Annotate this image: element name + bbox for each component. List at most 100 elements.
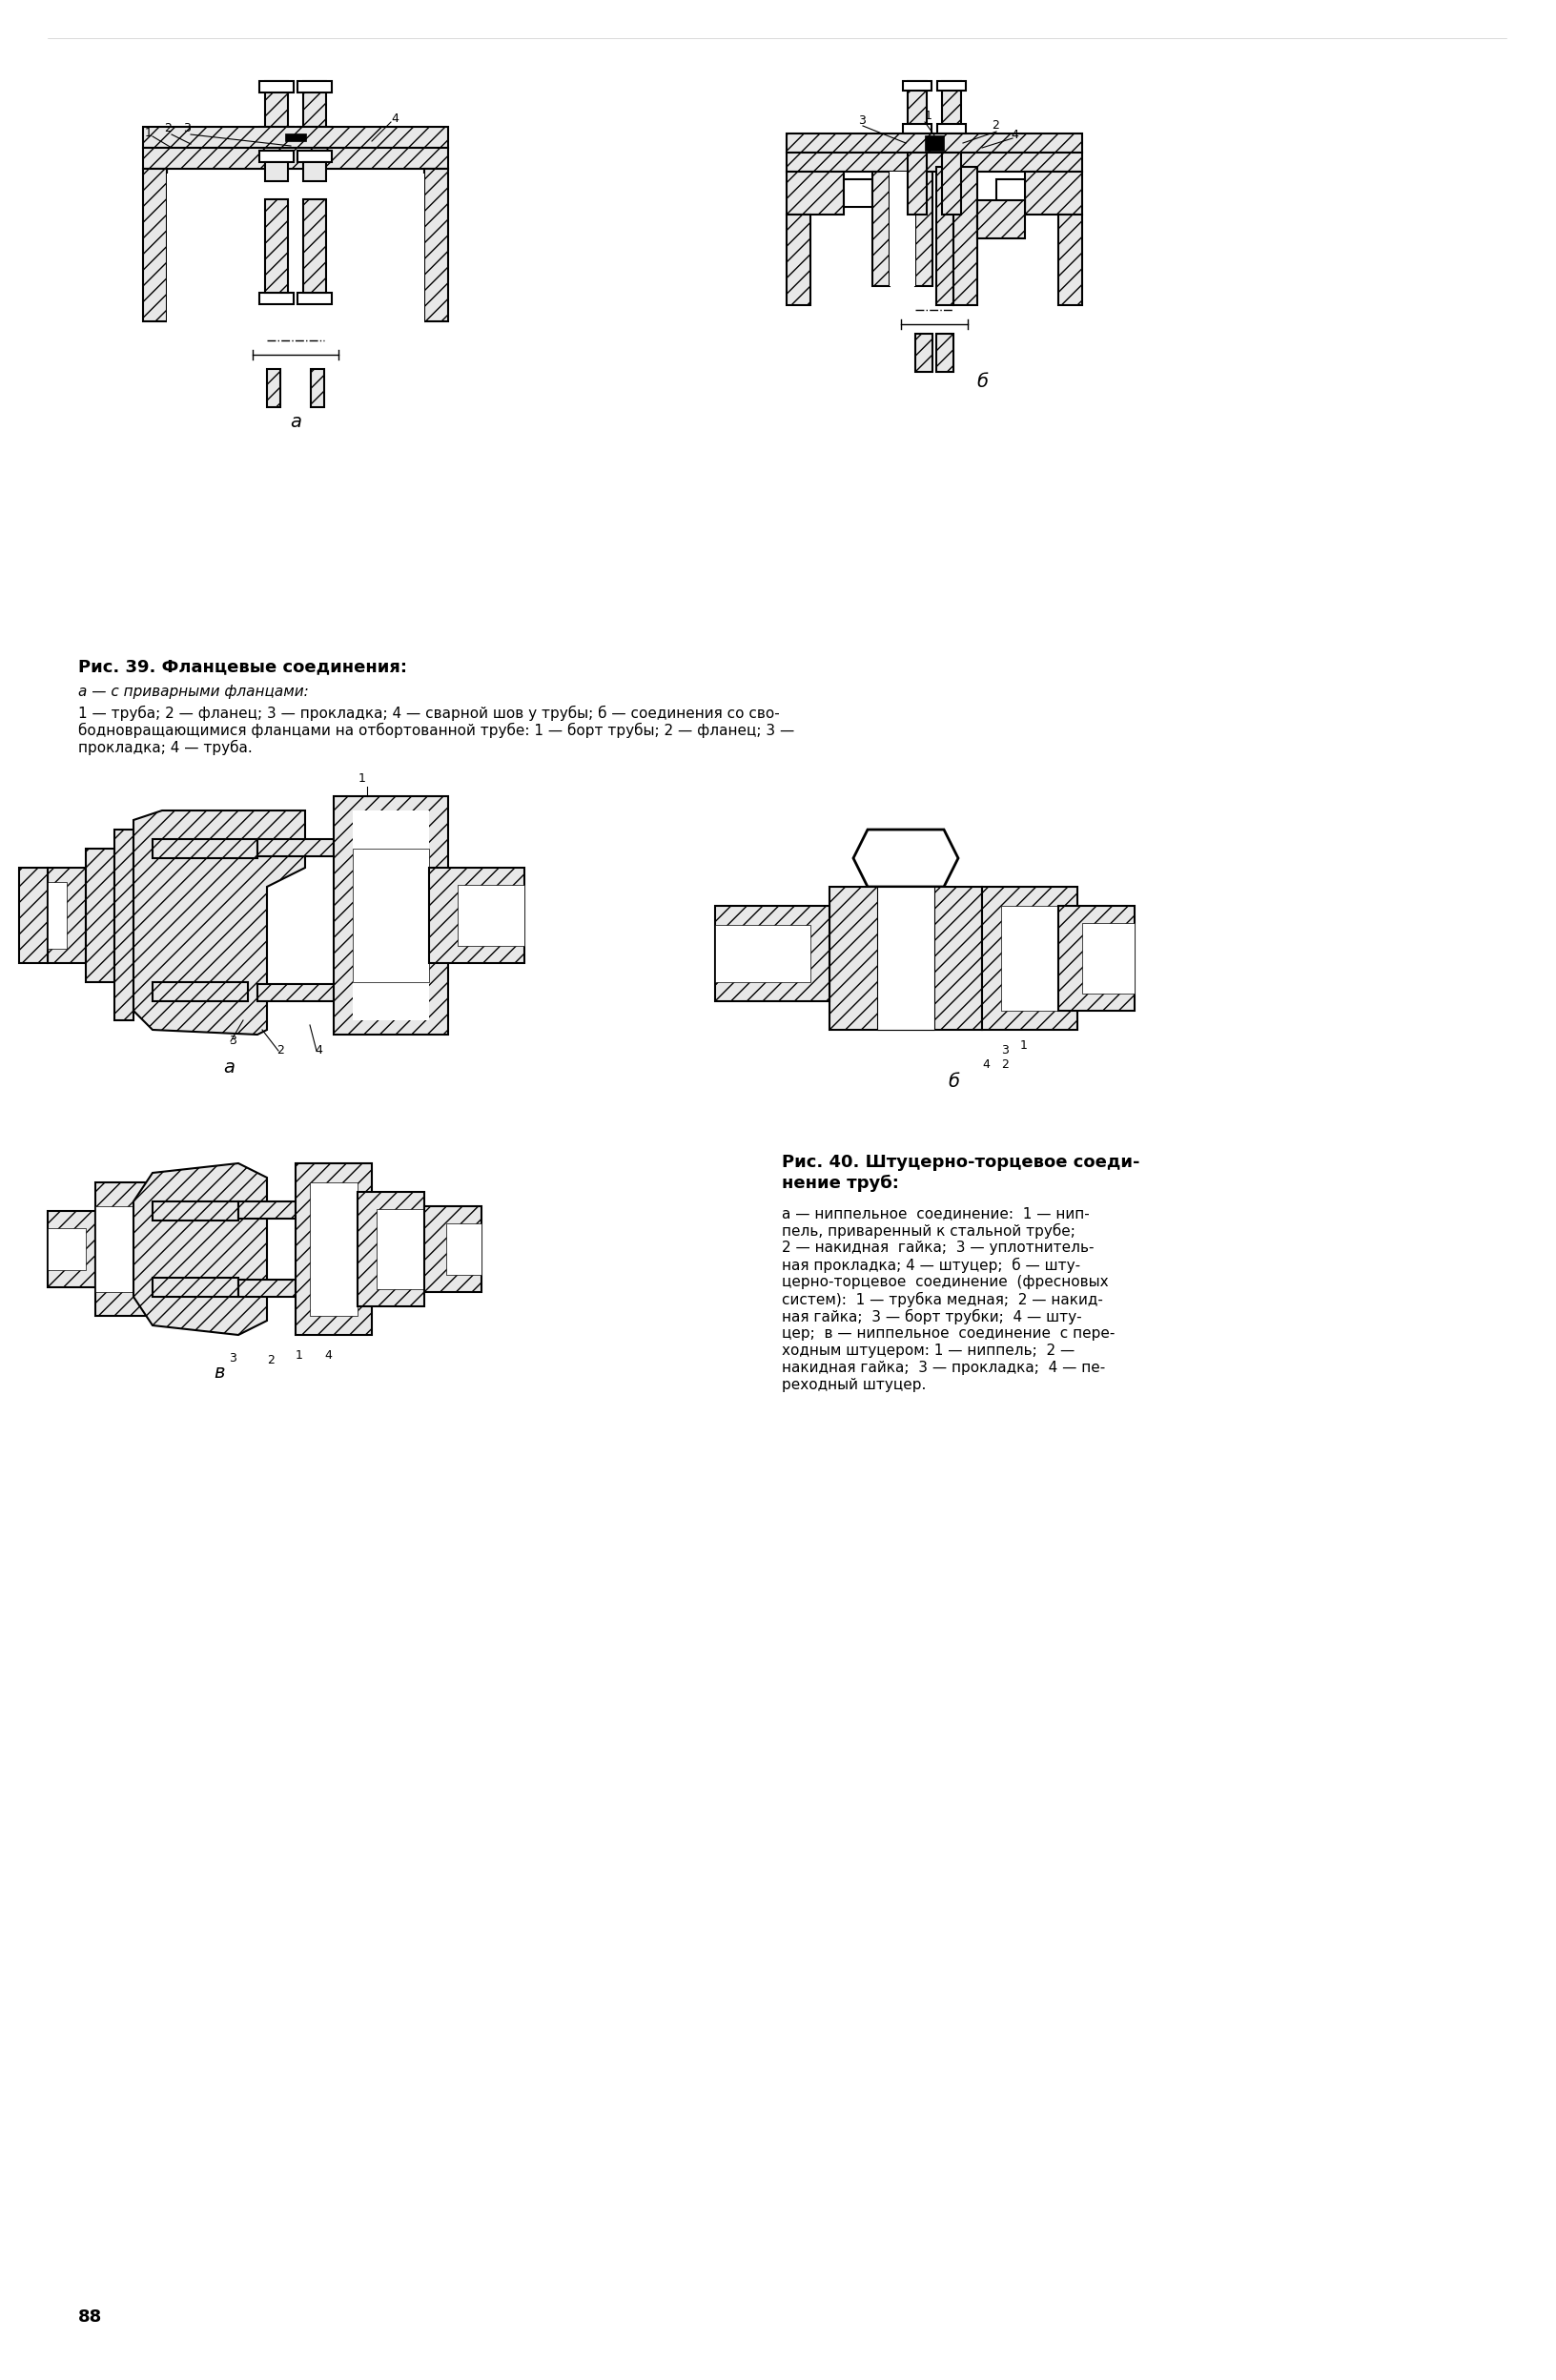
Text: а — с приварными фланцами:: а — с приварными фланцами: (78, 685, 308, 700)
Bar (1025, 171, 1081, 214)
Bar (265, 200, 288, 293)
Bar (311, 226, 324, 321)
Polygon shape (324, 169, 448, 321)
Bar (982, 888, 1077, 1031)
Bar (152, 983, 247, 1002)
Bar (115, 831, 134, 1021)
Bar (257, 840, 333, 857)
Bar (333, 797, 448, 1035)
Bar (238, 1202, 296, 1219)
Bar (907, 152, 927, 214)
Text: систем):  1 — трубка медная;  2 — накид-: систем): 1 — трубка медная; 2 — накид- (781, 1292, 1103, 1307)
Bar (937, 167, 954, 305)
Text: б: б (976, 371, 988, 390)
Bar (257, 983, 333, 1002)
Bar (457, 885, 524, 945)
Bar (297, 81, 331, 93)
Bar (268, 226, 324, 321)
Text: 3: 3 (229, 1352, 237, 1364)
Bar (937, 81, 966, 90)
Bar (265, 162, 288, 181)
Text: 4: 4 (314, 1045, 322, 1057)
Bar (260, 293, 294, 305)
Bar (95, 1207, 134, 1292)
Bar (303, 162, 327, 181)
Bar (829, 888, 982, 1031)
Text: 1: 1 (145, 126, 152, 138)
Text: 2: 2 (163, 121, 171, 133)
Bar (377, 1209, 425, 1290)
Bar (787, 171, 843, 214)
Bar (353, 850, 429, 983)
Bar (296, 1164, 372, 1335)
Bar (902, 124, 932, 133)
Text: 2 — накидная  гайка;  3 — уплотнитель-: 2 — накидная гайка; 3 — уплотнитель- (781, 1240, 1094, 1254)
Text: 3: 3 (1001, 1045, 1008, 1057)
Bar (787, 152, 1081, 171)
Text: 4: 4 (391, 112, 398, 124)
Text: 1: 1 (924, 109, 932, 121)
Bar (48, 1211, 95, 1288)
Bar (907, 81, 927, 133)
Text: ная прокладка; 4 — штуцер;  б — шту-: ная прокладка; 4 — штуцер; б — шту- (781, 1257, 1080, 1273)
Text: реходный штуцер.: реходный штуцер. (781, 1378, 926, 1392)
Bar (429, 869, 524, 964)
Bar (924, 136, 944, 150)
Bar (143, 148, 448, 169)
Bar (152, 840, 257, 859)
Text: 3: 3 (857, 114, 865, 126)
Bar (152, 1202, 238, 1221)
Text: 1: 1 (296, 1349, 303, 1361)
Text: Рис. 40. Штуцерно-торцевое соеди-: Рис. 40. Штуцерно-торцевое соеди- (781, 1154, 1141, 1171)
Bar (787, 214, 811, 305)
Bar (48, 869, 86, 964)
Text: накидная гайка;  3 — прокладка;  4 — пе-: накидная гайка; 3 — прокладка; 4 — пе- (781, 1361, 1105, 1376)
Bar (260, 81, 294, 93)
Text: 4: 4 (1011, 129, 1018, 140)
Text: церно-торцевое  соединение  (фресновых: церно-торцевое соединение (фресновых (781, 1276, 1108, 1290)
Text: 2: 2 (277, 1045, 285, 1057)
Bar (902, 81, 932, 90)
Text: 2: 2 (1001, 1059, 1008, 1071)
Bar (265, 81, 288, 138)
Bar (95, 1183, 152, 1316)
Bar (268, 369, 280, 407)
Bar (716, 926, 811, 983)
Text: в: в (213, 1364, 224, 1383)
Bar (303, 200, 327, 293)
Text: 4: 4 (982, 1059, 990, 1071)
Text: прокладка; 4 — труба.: прокладка; 4 — труба. (78, 740, 252, 754)
Bar (303, 81, 327, 138)
Bar (937, 124, 966, 133)
Text: 2: 2 (991, 119, 999, 131)
Text: а: а (289, 412, 302, 431)
Bar (86, 850, 115, 983)
Bar (425, 1207, 481, 1292)
Text: а: а (223, 1059, 235, 1076)
Bar (143, 126, 448, 148)
Text: 4: 4 (324, 1349, 331, 1361)
Text: 1 — труба; 2 — фланец; 3 — прокладка; 4 — сварной шов у трубы; б — соединения со: 1 — труба; 2 — фланец; 3 — прокладка; 4 … (78, 704, 780, 721)
Bar (238, 1280, 296, 1297)
Text: Рис. 39. Фланцевые соединения:: Рис. 39. Фланцевые соединения: (78, 657, 408, 676)
Polygon shape (134, 812, 305, 1035)
Text: 88: 88 (78, 2309, 103, 2325)
Bar (915, 171, 932, 286)
Bar (166, 174, 425, 326)
Text: ная гайка;  3 — борт трубки;  4 — шту-: ная гайка; 3 — борт трубки; 4 — шту- (781, 1309, 1081, 1326)
Bar (716, 907, 829, 1002)
Text: 2: 2 (268, 1354, 274, 1366)
Bar (260, 150, 294, 162)
Polygon shape (853, 831, 958, 888)
Bar (353, 812, 429, 1021)
Bar (1081, 923, 1134, 992)
Bar (843, 178, 873, 207)
Bar (310, 1183, 358, 1316)
Text: бодновращающимися фланцами на отбортованной трубе: 1 — борт трубы; 2 — фланец; 3: бодновращающимися фланцами на отбортован… (78, 724, 795, 738)
Bar (152, 1278, 238, 1297)
Bar (873, 171, 890, 286)
Bar (977, 200, 1025, 238)
Bar (48, 883, 67, 950)
Polygon shape (134, 1164, 268, 1335)
Text: ходным штуцером: 1 — ниппель;  2 —: ходным штуцером: 1 — ниппель; 2 — (781, 1345, 1075, 1359)
